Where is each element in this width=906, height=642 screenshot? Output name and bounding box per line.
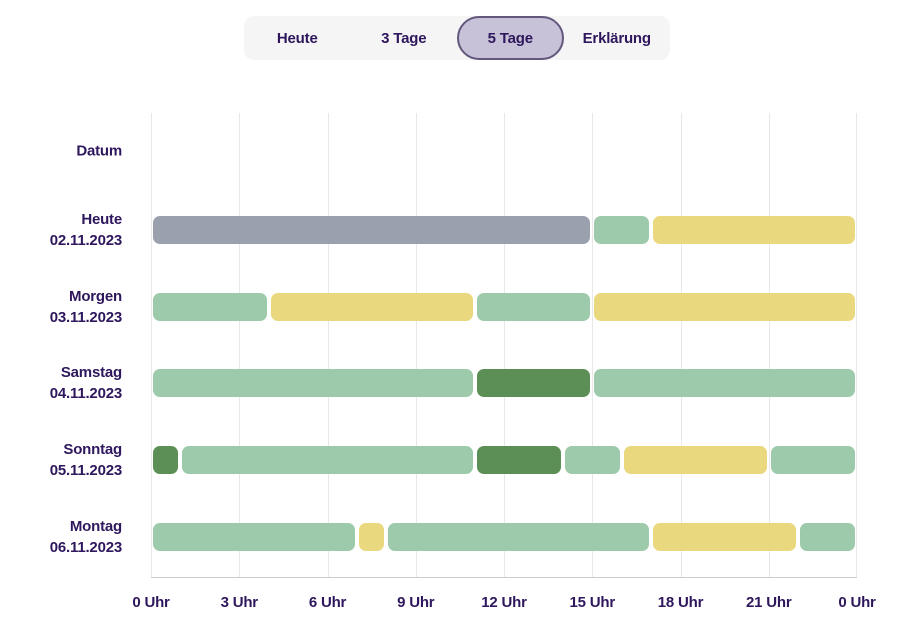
- row-label-column: Datum Heute 02.11.2023 Morgen 03.11.2023 Sam…: [0, 0, 122, 600]
- tab-erklärung[interactable]: Erklärung: [582, 29, 651, 47]
- x-tick-label: 12 Uhr: [481, 594, 527, 611]
- x-tick-label: 15 Uhr: [569, 594, 616, 611]
- timeline-segment-hellgruen: [388, 523, 650, 551]
- row-date: 03.11.2023: [49, 309, 122, 326]
- row-day: Heute: [81, 211, 122, 228]
- gridline: [416, 113, 417, 577]
- timeline-segment-hellgruen: [800, 523, 855, 551]
- gridline: [239, 113, 240, 577]
- timeline-segment-gelb: [623, 446, 767, 474]
- x-tick-label: 0 Uhr: [838, 594, 876, 611]
- gridline: [151, 113, 152, 577]
- row-label-samstag: Samstag 04.11.2023: [50, 362, 122, 404]
- timeline-segment-hellgruen: [153, 369, 473, 397]
- gridline: [504, 113, 505, 577]
- x-tick-label: 6 Uhr: [308, 594, 347, 611]
- timeline-segment-dunkelgruen: [153, 446, 179, 474]
- timeline-segment-gelb: [358, 523, 385, 551]
- x-tick-label: 9 Uhr: [397, 594, 435, 611]
- x-tick-label: 3 Uhr: [220, 594, 259, 611]
- tab-heute[interactable]: Heute: [276, 29, 318, 47]
- gridline: [769, 113, 770, 577]
- row-date: 04.11.2023: [49, 385, 122, 402]
- timeline-segment-hellgruen: [594, 369, 855, 397]
- timeline-segment-hellgruen: [153, 523, 355, 551]
- row-day: Morgen: [69, 288, 122, 305]
- time-range-tabs: Heute 3 Tage 5 Tage Erklärung: [244, 16, 670, 60]
- row-date: 06.11.2023: [49, 539, 122, 556]
- timeline-segment-hellgruen: [153, 293, 267, 321]
- timeline-segment-hellgruen: [476, 293, 591, 321]
- tab-3-tage[interactable]: 3 Tage: [381, 29, 427, 47]
- gridline: [681, 113, 682, 577]
- x-tick-label: 21 Uhr: [746, 594, 792, 611]
- timeline-segment-gelb: [653, 523, 797, 551]
- timeline-segment-grau: [153, 216, 591, 244]
- tab-5-tage[interactable]: 5 Tage: [457, 16, 564, 60]
- gridline: [328, 113, 329, 577]
- row-label-sonntag: Sonntag 05.11.2023: [50, 439, 122, 481]
- gridline: [592, 113, 593, 577]
- timeline-segment-dunkelgruen: [476, 369, 591, 397]
- timeline-segment-hellgruen: [182, 446, 473, 474]
- row-date: 05.11.2023: [49, 462, 122, 479]
- x-axis: 0 Uhr 3 Uhr 6 Uhr 9 Uhr 12 Uhr 15 Uhr 18 Uhr 21…: [0, 594, 906, 620]
- x-tick-label: 18 Uhr: [657, 594, 704, 611]
- timeline-segment-hellgruen: [564, 446, 620, 474]
- row-label-heute: Heute 02.11.2023: [50, 209, 122, 251]
- row-day: Montag: [69, 518, 122, 535]
- timeline-segment-gelb: [594, 293, 855, 321]
- row-label-morgen: Morgen 03.11.2023: [50, 286, 122, 328]
- timeline-segment-dunkelgruen: [476, 446, 561, 474]
- axis-title-datum: Datum: [76, 142, 122, 160]
- row-label-montag: Montag 06.11.2023: [50, 516, 122, 558]
- timeline-segment-gelb: [653, 216, 855, 244]
- gridline: [856, 113, 857, 577]
- timeline-segment-hellgruen: [770, 446, 855, 474]
- timeline-segment-gelb: [270, 293, 473, 321]
- timeline-segment-hellgruen: [594, 216, 650, 244]
- row-day: Sonntag: [63, 441, 122, 458]
- row-date: 02.11.2023: [49, 232, 122, 249]
- x-tick-label: 0 Uhr: [132, 594, 170, 611]
- row-day: Samstag: [60, 364, 122, 381]
- timeline-plot: [151, 113, 857, 578]
